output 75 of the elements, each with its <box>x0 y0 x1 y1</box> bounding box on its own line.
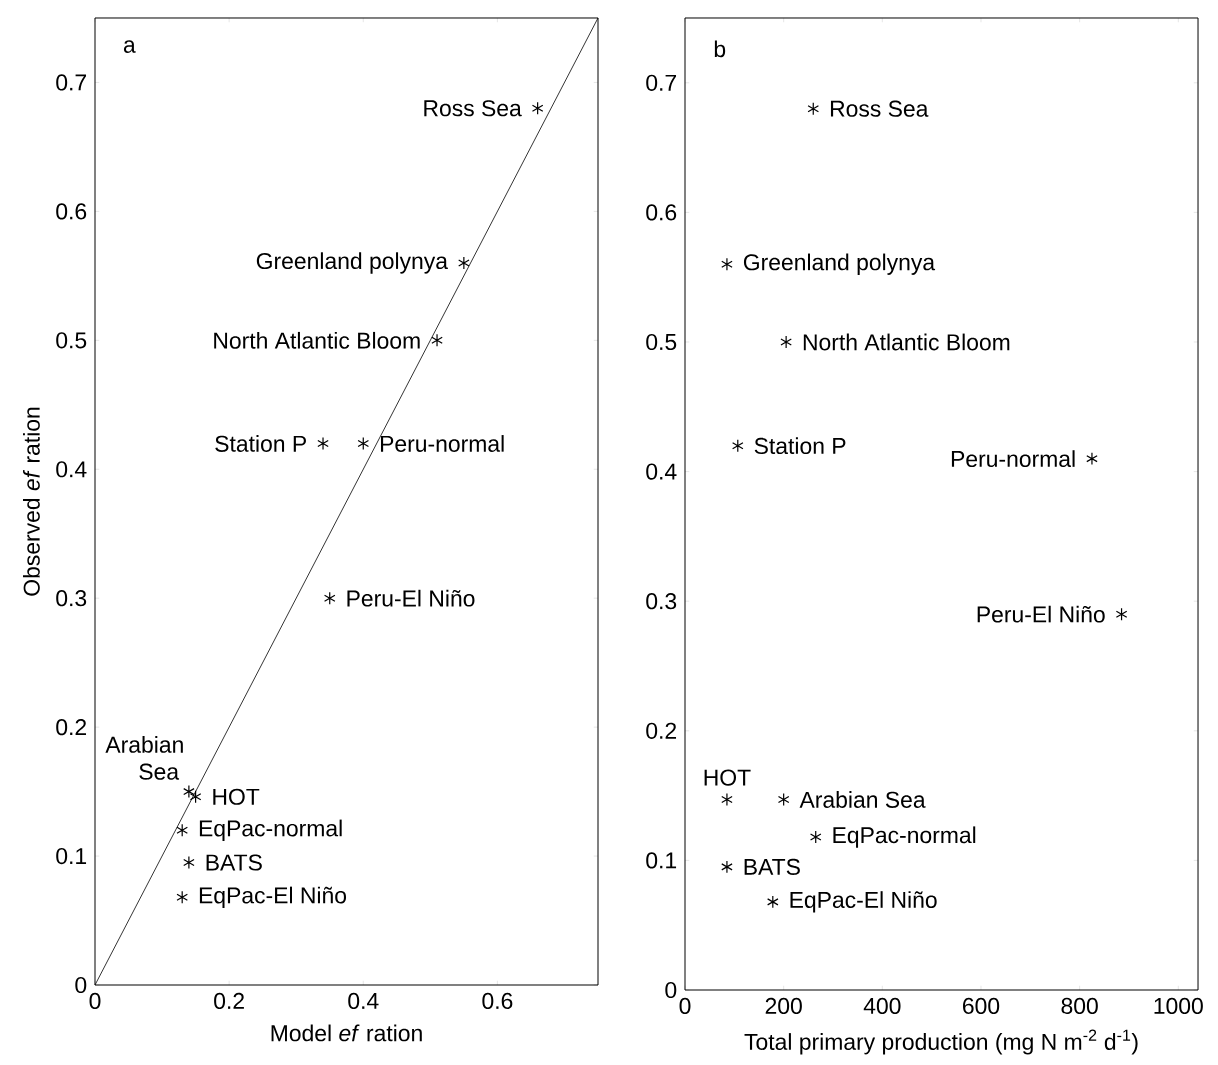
point <box>721 860 733 874</box>
annotation: Station P <box>754 437 846 455</box>
annotation: HOT <box>213 788 260 805</box>
annotation: Arabian Sea <box>105 736 183 780</box>
point <box>531 101 544 115</box>
y-tick-label: 0 <box>75 976 87 994</box>
annotation: a <box>123 40 136 53</box>
point <box>732 439 744 453</box>
annotation: Peru-El Niño <box>347 589 475 607</box>
y-tick-label: 0.3 <box>646 593 677 610</box>
point <box>183 855 195 870</box>
point <box>777 792 790 807</box>
x-tick-label: 200 <box>765 997 802 1015</box>
y-tick-label: 0.6 <box>646 204 677 221</box>
x-axis-title: Model ef ration <box>271 1024 422 1042</box>
annotation: Greenland polynya <box>256 252 448 274</box>
annotation: EqPac-El Niño <box>199 886 347 908</box>
annotation: North Atlantic Bloom <box>803 333 1010 351</box>
point <box>780 335 792 349</box>
annotation: EqPac-El Niño <box>790 891 937 913</box>
y-tick-label: 0.1 <box>646 852 677 869</box>
point <box>807 102 820 116</box>
annotation: North Atlantic Bloom <box>214 331 420 349</box>
point <box>189 790 202 804</box>
annotation: Peru-normal <box>380 435 504 452</box>
annotation: Ross Sea <box>830 100 929 117</box>
annotation: HOT <box>704 769 751 786</box>
point <box>317 436 329 451</box>
annotation: Greenland polynya <box>743 253 936 275</box>
point <box>809 830 822 844</box>
x-tick-label: 0.4 <box>348 992 379 1010</box>
annotation: Ross Sea <box>424 100 522 117</box>
annotation: Peru-El Niño <box>977 605 1105 623</box>
x-tick-label: 800 <box>1061 997 1098 1015</box>
x-tick-label: 0 <box>89 992 101 1010</box>
x-tick-label: 1000 <box>1154 997 1203 1015</box>
annotation: BATS <box>206 854 262 871</box>
y-tick-label: 0.5 <box>646 333 677 351</box>
y-tick-label: 0.3 <box>56 590 87 607</box>
point <box>721 257 733 271</box>
annotation: EqPac-normal <box>199 819 342 841</box>
x-tick-label: 0.2 <box>214 992 244 1010</box>
y-axis-title: Observed ef ration <box>23 407 40 596</box>
y-tick-label: 0.2 <box>56 719 87 736</box>
y-tick-label: 0.1 <box>56 847 87 865</box>
point <box>183 785 195 799</box>
point <box>1115 607 1128 621</box>
y-tick-label: 0.7 <box>646 74 677 91</box>
point <box>357 436 370 451</box>
annotation: EqPac-normal <box>833 826 976 848</box>
point <box>458 256 470 270</box>
y-tick-label: 0.4 <box>56 461 87 478</box>
y-tick-label: 0.5 <box>56 332 87 349</box>
point <box>767 895 779 909</box>
point <box>176 823 188 837</box>
annotation: b <box>714 40 726 58</box>
x-tick-label: 600 <box>963 997 1000 1015</box>
annotation: Arabian Sea <box>799 791 926 808</box>
point <box>323 591 336 605</box>
annotation: Peru-normal <box>951 450 1075 468</box>
y-tick-label: 0.4 <box>646 463 677 480</box>
y-tick-label: 0 <box>665 981 677 999</box>
y-tick-label: 0.6 <box>56 203 87 220</box>
y-tick-label: 0.7 <box>56 74 87 91</box>
point <box>721 792 733 807</box>
point <box>431 333 443 347</box>
x-tick-label: 0 <box>679 997 691 1015</box>
x-tick-label: 0.6 <box>482 992 513 1010</box>
y-tick-label: 0.2 <box>646 722 677 739</box>
annotation: BATS <box>744 858 800 875</box>
point <box>176 890 188 904</box>
annotation: Station P <box>215 435 306 452</box>
x-axis-title: Total primary production (mg N m$^{-2}$ d$^{-1}$) <box>744 1029 1138 1055</box>
x-tick-label: 400 <box>863 997 901 1015</box>
point <box>1086 452 1098 466</box>
